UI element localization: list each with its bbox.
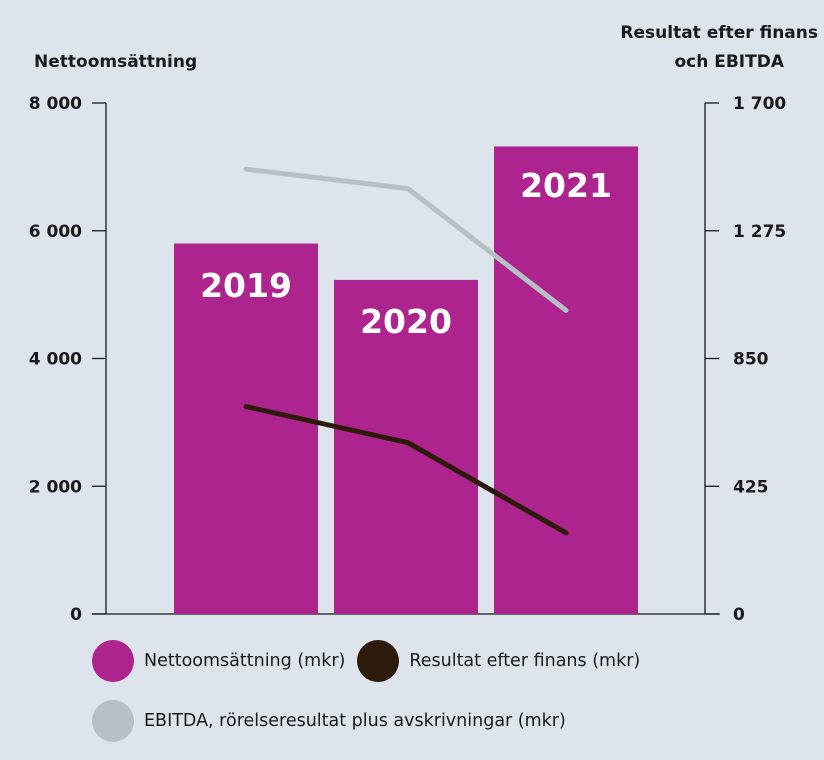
left-tick-label: 8 000 — [29, 94, 82, 114]
right-axis-title-line2: och EBITDA — [674, 52, 784, 72]
right-axis-ticks: 0 425 850 1 275 1 700 — [705, 94, 786, 625]
right-tick-label: 0 — [733, 605, 745, 625]
left-axis-ticks: 0 2 000 4 000 6 000 8 000 — [29, 94, 106, 625]
bar-label-2019: 2019 — [200, 266, 292, 305]
legend-row-1: Nettoomsättning (mkr) Resultat efter fin… — [92, 640, 812, 682]
legend-swatch-ebitda — [92, 700, 134, 742]
left-axis-title: Nettoomsättning — [34, 52, 197, 72]
right-tick-label: 1 700 — [733, 94, 786, 114]
legend-item-resultat: Resultat efter finans (mkr) — [357, 640, 640, 682]
line-series-ebitda — [243, 166, 569, 313]
bar-2020 — [334, 279, 478, 614]
bar-label-2020: 2020 — [360, 302, 452, 341]
legend-label-nettoomsattning: Nettoomsättning (mkr) — [144, 651, 346, 671]
right-tick-label: 425 — [733, 477, 769, 497]
legend: Nettoomsättning (mkr) Resultat efter fin… — [92, 640, 812, 760]
bar-label-2021: 2021 — [520, 166, 612, 205]
left-tick-label: 0 — [70, 605, 82, 625]
legend-swatch-resultat — [357, 640, 400, 682]
legend-row-2: EBITDA, rörelseresultat plus avskrivning… — [92, 700, 812, 742]
line-series-resultat — [243, 404, 569, 536]
legend-item-nettoomsattning: Nettoomsättning (mkr) — [92, 640, 345, 682]
legend-item-ebitda: EBITDA, rörelseresultat plus avskrivning… — [92, 700, 566, 742]
legend-label-ebitda: EBITDA, rörelseresultat plus avskrivning… — [144, 711, 566, 731]
bars — [174, 146, 638, 614]
bar-2021 — [494, 146, 638, 614]
right-tick-label: 850 — [733, 350, 769, 370]
legend-swatch-nettoomsattning — [92, 640, 134, 682]
series-lines — [243, 166, 569, 536]
right-axis-title-line1: Resultat efter finans — [620, 23, 818, 43]
legend-label-resultat: Resultat efter finans (mkr) — [409, 651, 641, 671]
left-tick-label: 6 000 — [29, 222, 82, 242]
left-tick-label: 2 000 — [29, 477, 82, 497]
bar-2019 — [174, 243, 318, 614]
right-tick-label: 1 275 — [733, 222, 786, 242]
bar-labels: 2019 2020 2021 — [200, 166, 612, 341]
chart: Nettoomsättning Resultat efter finans oc… — [29, 23, 818, 625]
left-tick-label: 4 000 — [29, 350, 82, 370]
